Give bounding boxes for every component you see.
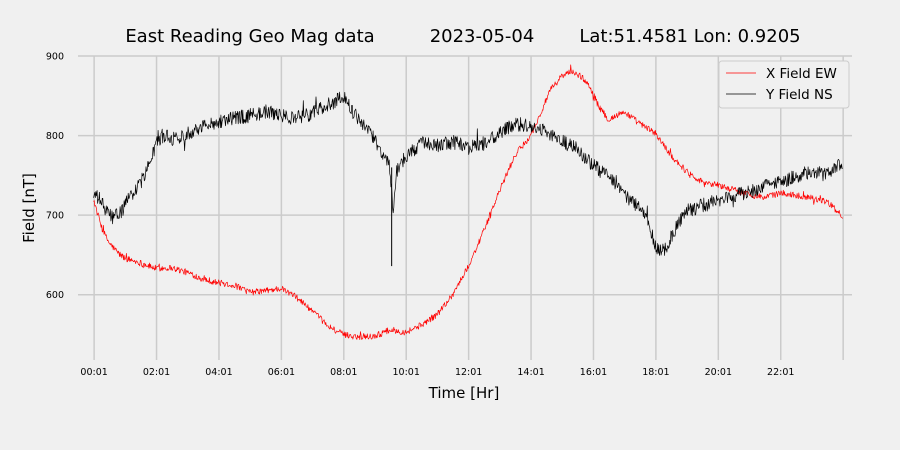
chart-date: 2023-05-04 xyxy=(430,26,535,47)
y-tick-label: 800 xyxy=(46,131,64,142)
legend-label-y-field: Y Field NS xyxy=(765,87,833,103)
y-tick-label: 900 xyxy=(46,52,64,63)
x-tick-label: 04:01 xyxy=(205,367,232,378)
series-lines xyxy=(93,64,843,340)
series-line-y-field xyxy=(93,91,843,256)
x-tick-label: 02:01 xyxy=(143,367,170,378)
y-axis-label: Field [nT] xyxy=(20,173,38,243)
x-tick-label: 18:01 xyxy=(642,367,669,378)
x-tick-label: 22:01 xyxy=(767,367,794,378)
grid xyxy=(78,55,852,360)
chart-title: East Reading Geo Mag data xyxy=(125,26,374,47)
x-tick-label: 00:01 xyxy=(80,367,107,378)
legend: X Field EW Y Field NS xyxy=(718,60,850,109)
y-tick-label: 600 xyxy=(46,290,64,301)
x-tick-label: 06:01 xyxy=(268,367,295,378)
tick-labels: 00:01 02:01 04:01 06:01 08:01 10:01 12:01 14:01… xyxy=(46,52,795,379)
y-tick-label: 700 xyxy=(46,211,64,222)
x-tick-label: 12:01 xyxy=(455,367,482,378)
series-line-x-field xyxy=(93,64,843,340)
x-tick-label: 16:01 xyxy=(580,367,607,378)
x-axis-label: Time [Hr] xyxy=(428,384,500,402)
x-tick-label: 20:01 xyxy=(705,367,732,378)
x-tick-label: 10:01 xyxy=(393,367,420,378)
legend-label-x-field: X Field EW xyxy=(766,66,837,82)
x-tick-label: 14:01 xyxy=(517,367,544,378)
x-tick-label: 08:01 xyxy=(330,367,357,378)
chart-location: Lat:51.4581 Lon: 0.9205 xyxy=(579,26,800,47)
